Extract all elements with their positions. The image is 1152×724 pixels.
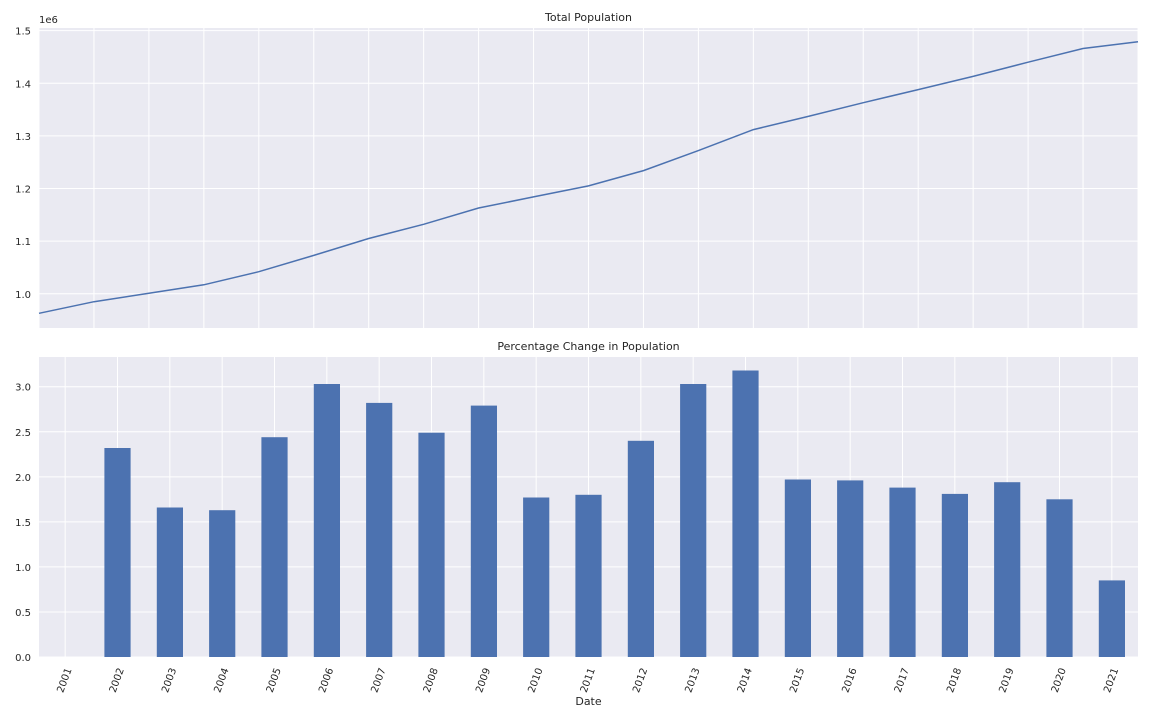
bar-2018: [941, 493, 968, 657]
bar-2003: [156, 507, 183, 657]
bar-2005: [261, 437, 288, 657]
bar-2012: [627, 440, 654, 657]
bar-2004: [209, 510, 236, 657]
bar-chart-x-tick-label: 2007: [370, 667, 389, 695]
bar-chart-x-tick-label: 2010: [527, 667, 546, 695]
bar-2013: [680, 384, 707, 657]
line-chart-offset-label: 1e6: [39, 15, 58, 26]
bar-2019: [994, 482, 1021, 657]
line-chart-series: [38, 40, 1139, 315]
bar-chart-x-tick-label: 2004: [213, 667, 232, 695]
bar-chart-x-tick-label: 2020: [1050, 667, 1069, 695]
bar-2002: [104, 448, 131, 657]
bar-chart-x-axis-label: Date: [575, 695, 602, 708]
population-line: [38, 40, 1139, 315]
population-line-chart: 1.0 1.1 1.2 1.3 1.4 1.5 Total Population 1e6: [15, 11, 1139, 328]
bar-2009: [470, 405, 497, 657]
bar-2016: [837, 480, 864, 657]
bar-chart-x-tick-label: 2019: [998, 667, 1017, 695]
bar-2010: [523, 497, 550, 657]
bar-chart-y-tick-label: 2.0: [15, 473, 31, 484]
bar-chart-x-tick-labels: 2001 2002 2003 2004 2005 2006 2007 2008 2009 2010…: [56, 667, 1122, 695]
bar-chart-bars: [104, 370, 1125, 657]
bar-chart-y-tick-label: 0.5: [15, 608, 31, 619]
bar-chart-y-tick-label: 0.0: [15, 653, 31, 664]
line-chart-y-tick-label: 1.2: [15, 185, 31, 196]
percentage-bar-chart: 0.00.51.01.52.02.53.0 2001 2002 2003 2004 20…: [15, 340, 1138, 708]
line-chart-title: Total Population: [544, 11, 632, 24]
bar-2021: [1098, 580, 1125, 657]
bar-chart-x-tick-label: 2016: [841, 667, 860, 695]
bar-chart-y-tick-label: 1.0: [15, 563, 31, 574]
bar-chart-x-tick-label: 2009: [474, 667, 493, 695]
bar-chart-x-tick-label: 2002: [108, 667, 127, 695]
line-chart-y-tick-label: 1.5: [15, 27, 31, 38]
bar-chart-y-tick-labels: 0.0 0.5 1.0 1.5 2.0 2.5 3.0: [15, 383, 31, 664]
line-chart-y-tick-label: 1.0: [15, 290, 31, 301]
bar-chart-y-tick-label: 1.5: [15, 518, 31, 529]
bar-chart-x-tick-label: 2008: [422, 667, 441, 695]
bar-chart-x-tick-label: 2021: [1102, 667, 1121, 695]
bar-chart-x-tick-label: 2014: [736, 667, 755, 695]
bar-2011: [575, 494, 602, 657]
bar-chart-x-tick-label: 2005: [265, 667, 284, 695]
bar-chart-title: Percentage Change in Population: [497, 340, 679, 353]
bar-2008: [418, 432, 445, 657]
bar-chart-x-tick-label: 2011: [579, 667, 598, 695]
bar-chart-y-tick-label: 3.0: [15, 383, 31, 394]
bar-chart-x-tick-label: 2012: [631, 667, 650, 695]
bar-chart-x-tick-label: 2017: [893, 667, 912, 695]
bar-chart-y-tick-label: 2.5: [15, 428, 31, 439]
line-chart-y-tick-labels: 1.0 1.1 1.2 1.3 1.4 1.5: [15, 27, 31, 301]
line-chart-gridlines: [38, 28, 1139, 328]
line-chart-y-tick-label: 1.4: [15, 79, 31, 90]
bar-2007: [366, 402, 393, 657]
bar-2015: [784, 479, 811, 657]
bar-chart-x-tick-label: 2003: [160, 667, 179, 695]
line-chart-y-tick-label: 1.3: [15, 132, 31, 143]
bar-chart-x-tick-label: 2018: [945, 667, 964, 695]
bar-chart-x-tick-label: 2013: [684, 667, 703, 695]
bar-2017: [889, 487, 916, 657]
bar-2020: [1046, 499, 1073, 657]
bar-2006: [313, 384, 340, 657]
bar-chart-x-tick-label: 2001: [56, 667, 75, 695]
bar-chart-x-tick-label: 2006: [317, 667, 336, 695]
bar-chart-x-tick-label: 2015: [788, 667, 807, 695]
line-chart-y-tick-label: 1.1: [15, 237, 31, 248]
bar-2014: [732, 370, 759, 657]
